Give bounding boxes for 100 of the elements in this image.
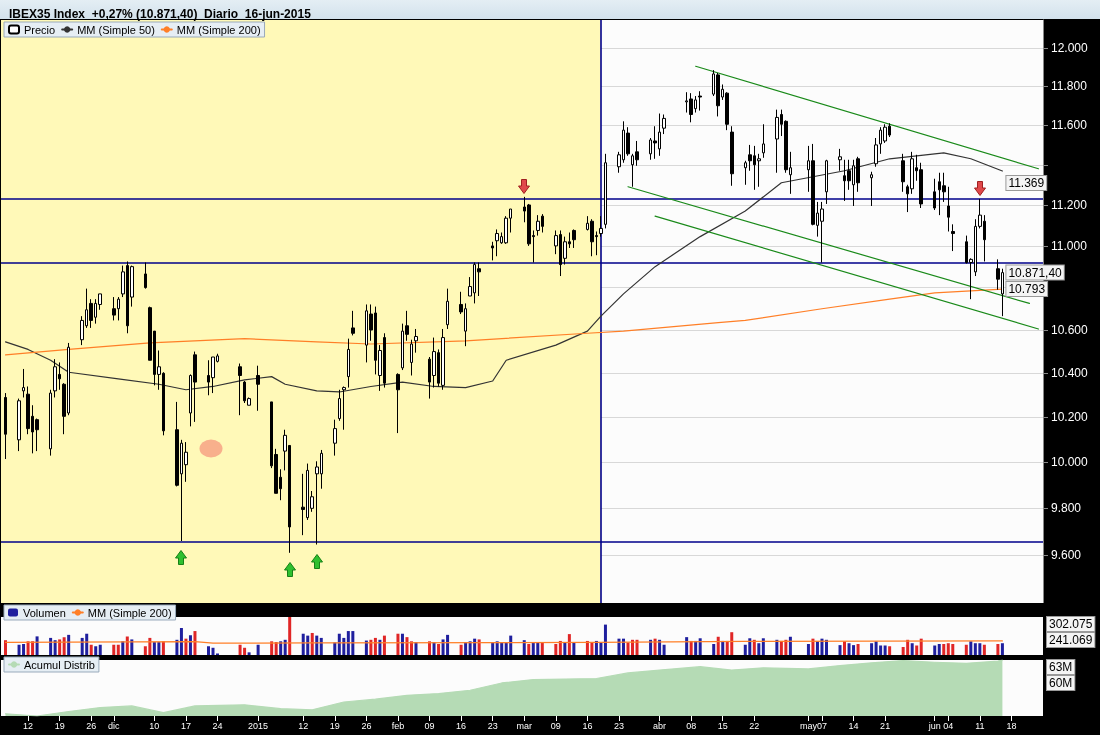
bar	[396, 633, 400, 655]
bar	[982, 644, 986, 655]
bar	[631, 639, 635, 655]
bar	[432, 642, 436, 655]
bar	[238, 644, 242, 655]
bar	[193, 631, 197, 655]
candlestick	[333, 419, 337, 457]
candlestick	[53, 358, 57, 398]
candlestick	[211, 356, 215, 394]
x-tick-label: mar	[516, 720, 533, 731]
bar	[978, 643, 982, 655]
bar	[996, 643, 1000, 655]
bar	[4, 640, 8, 655]
bar	[757, 643, 761, 655]
bar	[310, 632, 314, 655]
x-tick-label: 08	[686, 720, 697, 731]
bar	[35, 636, 39, 655]
bar	[567, 634, 571, 655]
candlestick	[410, 339, 413, 377]
candlestick	[238, 363, 242, 416]
bar	[883, 645, 887, 655]
candlestick	[4, 392, 7, 460]
bar	[428, 641, 432, 655]
text: 302.075	[1049, 617, 1093, 631]
bar	[509, 635, 513, 655]
y-tick-label: 11.000	[1051, 238, 1088, 253]
bar	[337, 633, 341, 655]
x-tick-label: 10	[149, 720, 160, 731]
candlestick	[604, 153, 607, 229]
bar	[161, 641, 165, 655]
bar	[572, 642, 576, 655]
candlestick	[144, 261, 147, 290]
candlestick	[820, 201, 824, 263]
bar	[879, 645, 883, 655]
bar	[53, 640, 57, 655]
candlestick	[662, 113, 666, 135]
candlestick	[590, 218, 594, 257]
candlestick	[901, 153, 905, 193]
annotation: 10.871,40	[1008, 265, 1063, 280]
bar	[211, 647, 215, 655]
x-tick-label: 23	[613, 720, 624, 731]
x-tick-label: 24	[212, 720, 223, 731]
x-tick-label: 2015	[248, 720, 269, 731]
bar	[870, 643, 874, 655]
line-series	[4, 152, 1003, 393]
bar	[937, 643, 941, 655]
candlestick	[446, 288, 449, 330]
bar	[26, 641, 30, 655]
bar	[662, 644, 666, 655]
x-tick-label: 12	[298, 720, 309, 731]
line-series	[4, 288, 1003, 356]
bar	[491, 642, 495, 655]
y-tick-label: 11.600	[1051, 118, 1088, 133]
x-tick-label: abr	[653, 720, 667, 731]
bar	[969, 641, 973, 655]
x-tick-label: dic	[108, 720, 121, 731]
bar	[184, 638, 188, 655]
bar	[856, 643, 860, 655]
text: 60M	[1049, 676, 1073, 690]
bar	[824, 639, 828, 655]
candlestick	[762, 123, 765, 159]
candlestick	[17, 398, 21, 452]
candlestick	[536, 214, 540, 237]
bar	[306, 635, 310, 655]
candlestick	[838, 148, 842, 172]
bar	[522, 640, 526, 655]
bar	[536, 642, 540, 655]
bar	[67, 634, 71, 655]
bar	[910, 643, 914, 655]
x-tick-label: 16	[456, 720, 467, 731]
bar	[414, 642, 418, 655]
bar	[116, 644, 120, 655]
x-tick-label: 22	[749, 720, 760, 731]
bar	[694, 640, 698, 655]
bar	[603, 624, 607, 655]
y-tick-label: 10.600	[1051, 323, 1089, 338]
bar	[852, 645, 856, 655]
bar	[315, 635, 319, 655]
candlestick	[951, 223, 955, 252]
bar	[748, 638, 752, 655]
bar	[409, 641, 413, 655]
bar	[599, 642, 603, 655]
bar	[62, 637, 66, 655]
bar	[1000, 643, 1004, 655]
candlestick	[49, 389, 52, 457]
bar	[540, 642, 544, 655]
bar	[256, 644, 260, 655]
bar	[698, 638, 702, 655]
legend-label: Volumen	[23, 606, 66, 619]
bar	[94, 646, 98, 655]
candlestick	[342, 385, 346, 431]
bar	[888, 646, 892, 655]
bar	[784, 639, 788, 655]
candlestick	[351, 310, 355, 336]
bar	[779, 640, 783, 655]
bar	[477, 639, 481, 655]
y-tick-label: 11.800	[1051, 79, 1088, 94]
candlestick	[347, 338, 350, 389]
y-tick-label: 10.000	[1051, 455, 1089, 470]
bar	[712, 643, 716, 655]
